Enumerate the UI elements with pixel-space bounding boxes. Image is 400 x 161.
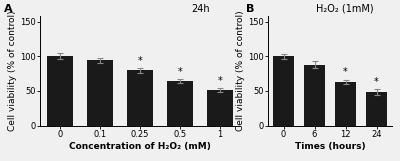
Bar: [366, 92, 386, 126]
X-axis label: Times (hours): Times (hours): [295, 142, 365, 151]
Text: B: B: [246, 4, 254, 14]
Text: A: A: [4, 4, 13, 14]
Text: *: *: [138, 56, 142, 66]
Text: *: *: [343, 67, 348, 77]
Text: *: *: [374, 77, 379, 87]
Text: H₂O₂ (1mM): H₂O₂ (1mM): [316, 4, 374, 14]
Bar: [274, 56, 294, 126]
Text: 24h: 24h: [191, 4, 210, 14]
Bar: [167, 81, 193, 126]
Text: *: *: [218, 76, 222, 86]
Bar: [47, 56, 73, 126]
Bar: [127, 70, 153, 126]
Bar: [336, 82, 356, 126]
X-axis label: Concentration of H₂O₂ (mM): Concentration of H₂O₂ (mM): [69, 142, 211, 151]
Text: *: *: [178, 67, 182, 77]
Bar: [207, 90, 233, 126]
Bar: [87, 60, 113, 126]
Bar: [304, 65, 324, 126]
Y-axis label: Cell viability (% of control): Cell viability (% of control): [236, 10, 245, 131]
Y-axis label: Cell viability (% of control): Cell viability (% of control): [8, 10, 17, 131]
